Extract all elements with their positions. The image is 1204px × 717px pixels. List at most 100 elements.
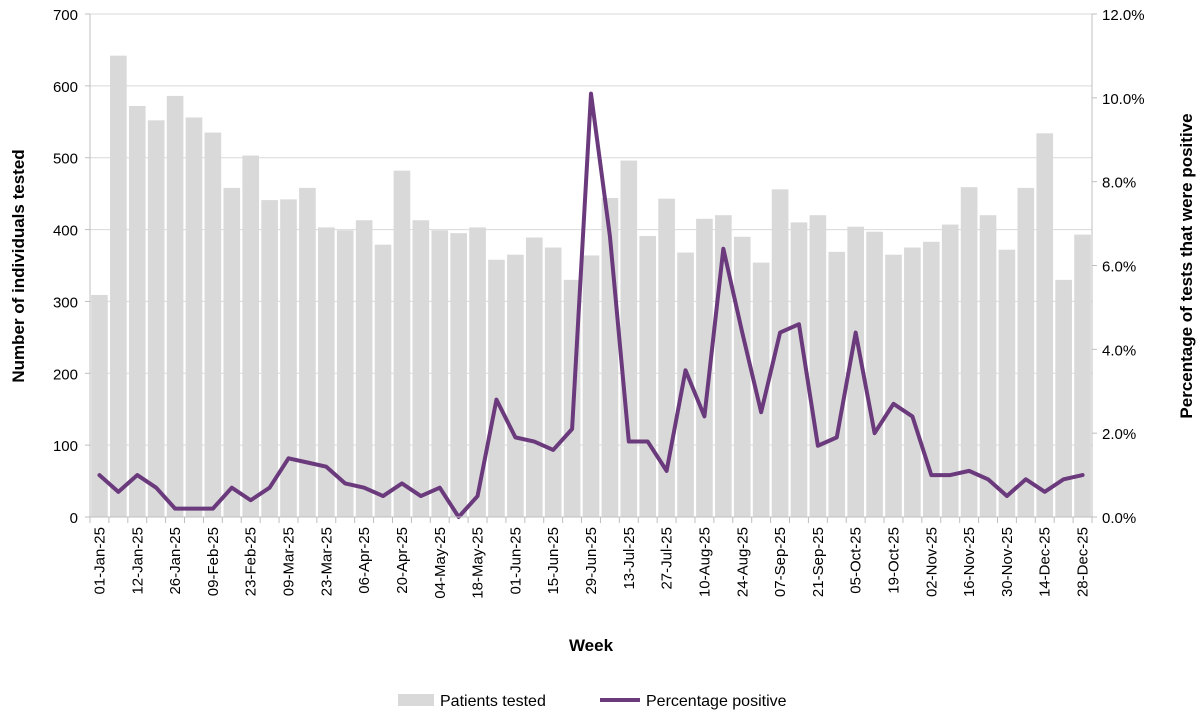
- y2-tick-label: 12.0%: [1102, 7, 1145, 24]
- bar: [1055, 279, 1072, 517]
- legend: Patients tested Percentage positive: [398, 693, 787, 710]
- x-tick-label: 13-Jul-25: [621, 527, 638, 590]
- bar: [790, 222, 808, 517]
- y-tick-label: 600: [53, 79, 78, 96]
- y-tick-label: 300: [53, 294, 78, 311]
- bar: [904, 247, 921, 518]
- bar: [525, 237, 543, 517]
- x-tick-label: 23-Mar-25: [318, 527, 335, 596]
- right-axis-title: Percentage of tests that were positive: [1177, 113, 1196, 418]
- bar: [507, 254, 524, 517]
- x-tick-label: 30-Nov-25: [999, 527, 1016, 597]
- y2-tick-label: 4.0%: [1102, 342, 1136, 359]
- y-tick-label: 400: [53, 223, 78, 240]
- y2-tick-label: 0.0%: [1102, 510, 1136, 527]
- bar: [696, 218, 713, 518]
- bar: [223, 187, 241, 517]
- bar: [1017, 187, 1035, 517]
- bar: [582, 255, 600, 517]
- bar-series-patients-tested: [91, 55, 1091, 518]
- bar: [469, 227, 486, 517]
- x-tick-label: 27-Jul-25: [659, 527, 676, 590]
- bar: [885, 254, 902, 517]
- x-tick-label: 23-Feb-25: [243, 527, 260, 596]
- bar: [242, 155, 260, 517]
- bar: [393, 170, 411, 518]
- left-axis-title: Number of individuals tested: [9, 149, 28, 382]
- bar: [733, 236, 751, 517]
- bar: [960, 187, 978, 517]
- bar: [91, 294, 108, 517]
- x-tick-label: 09-Feb-25: [205, 527, 222, 596]
- y2-tick-label: 10.0%: [1102, 91, 1145, 108]
- bar: [318, 227, 335, 517]
- x-tick-label: 26-Jan-25: [167, 527, 184, 595]
- x-tick-label: 12-Jan-25: [129, 527, 146, 595]
- left-axis-ticks: 0 100 200 300 400 500 600 700: [53, 7, 90, 527]
- y-tick-label: 200: [53, 366, 78, 383]
- bar: [979, 215, 997, 517]
- bar: [431, 230, 449, 518]
- series-line: [97, 91, 1085, 519]
- x-tick-label: 18-May-25: [470, 527, 487, 599]
- bar: [941, 224, 959, 517]
- bar: [204, 132, 222, 518]
- x-tick-label: 01-Jan-25: [91, 527, 108, 595]
- bar: [752, 262, 770, 517]
- y-tick-label: 100: [53, 438, 78, 455]
- line-series-percentage-positive: [97, 91, 1085, 519]
- x-tick-label: 15-Jun-25: [545, 527, 562, 595]
- bar: [771, 189, 789, 517]
- bar: [355, 220, 373, 518]
- x-tick-label: 06-Apr-25: [356, 527, 373, 594]
- x-tick-label: 05-Oct-25: [848, 527, 865, 594]
- x-tick-label: 14-Dec-25: [1037, 527, 1054, 597]
- bar: [299, 187, 316, 517]
- legend-swatch-patients-tested: [398, 694, 434, 706]
- y-tick-label: 500: [53, 151, 78, 168]
- bar: [1036, 133, 1054, 518]
- legend-label-percentage-positive: Percentage positive: [646, 693, 787, 710]
- bar: [450, 233, 467, 517]
- y2-tick-label: 6.0%: [1102, 259, 1136, 276]
- x-tick-label: 09-Mar-25: [281, 527, 298, 596]
- x-tick-label: 10-Aug-25: [696, 527, 713, 597]
- x-tick-label: 01-Jun-25: [507, 527, 524, 595]
- x-tick-label: 29-Jun-25: [583, 527, 600, 595]
- legend-label-patients-tested: Patients tested: [440, 693, 546, 710]
- x-tick-label: 21-Sep-25: [810, 527, 827, 597]
- x-tick-label: 02-Nov-25: [923, 527, 940, 597]
- bar: [658, 198, 675, 517]
- x-tick-label: 28-Dec-25: [1075, 527, 1092, 597]
- bar: [488, 259, 505, 517]
- bar: [828, 251, 846, 517]
- bar: [544, 247, 562, 518]
- right-axis-ticks: 0.0% 2.0% 4.0% 6.0% 8.0% 10.0% 12.0%: [1092, 7, 1145, 527]
- bar: [336, 230, 354, 518]
- x-axis-title: Week: [569, 636, 614, 655]
- bar: [809, 215, 827, 517]
- y2-tick-label: 2.0%: [1102, 426, 1136, 443]
- x-tick-label: 04-May-25: [432, 527, 449, 599]
- bar: [866, 231, 883, 517]
- y-tick-label: 700: [53, 7, 78, 24]
- bar: [620, 160, 638, 518]
- x-tick-label: 19-Oct-25: [885, 527, 902, 594]
- bar: [677, 252, 694, 517]
- bar: [922, 241, 940, 517]
- bar: [185, 117, 203, 517]
- bar: [1074, 234, 1091, 517]
- x-tick-label: 16-Nov-25: [961, 527, 978, 597]
- bar: [998, 249, 1016, 518]
- x-tick-label: 07-Sep-25: [772, 527, 789, 597]
- bar: [280, 199, 297, 518]
- y-tick-label: 0: [70, 510, 78, 527]
- x-tick-label: 24-Aug-25: [734, 527, 751, 597]
- bar: [412, 220, 430, 518]
- bar: [147, 120, 165, 517]
- y2-tick-label: 8.0%: [1102, 175, 1136, 192]
- x-axis-ticks: 01-Jan-25 12-Jan-25 26-Jan-25 09-Feb-25 23-F…: [89, 517, 1093, 599]
- bar: [261, 200, 278, 518]
- bar: [110, 55, 127, 517]
- x-tick-label: 20-Apr-25: [394, 527, 411, 594]
